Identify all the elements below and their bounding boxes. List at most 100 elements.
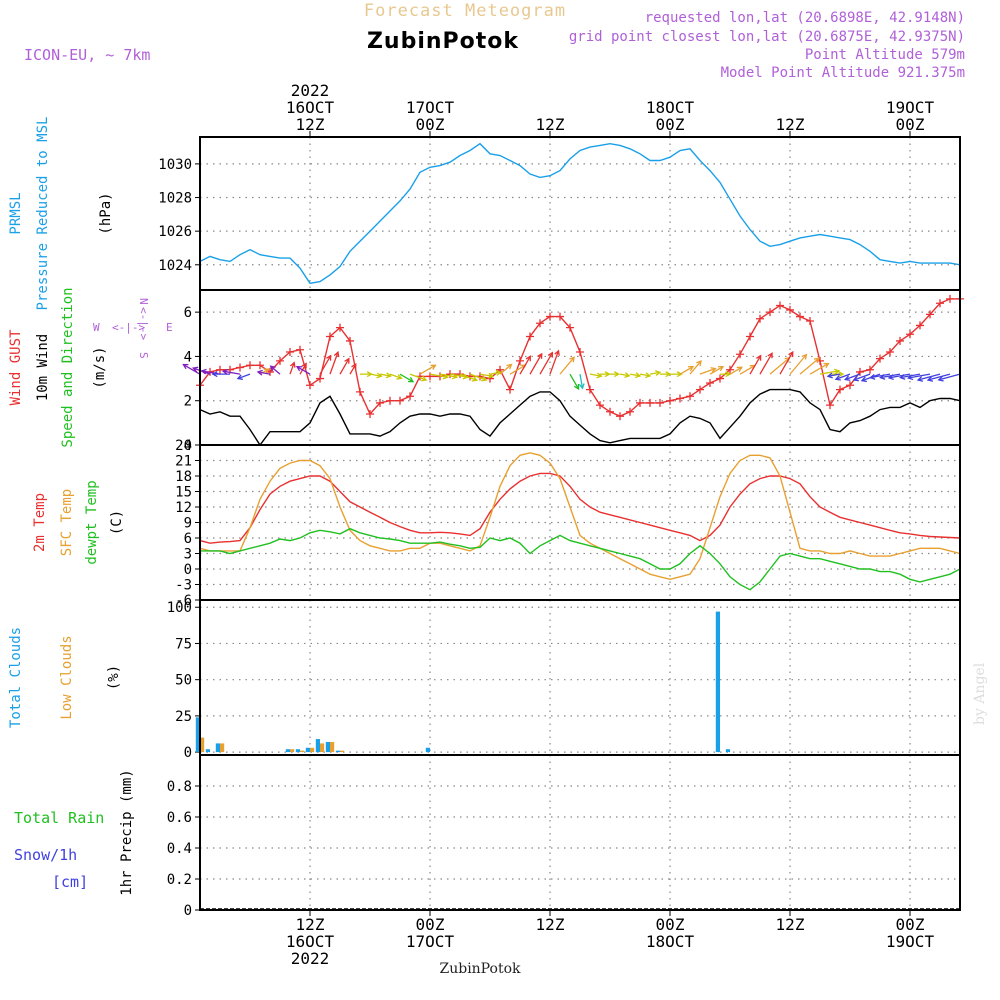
panel-label: dewpt Temp [84, 480, 100, 564]
wind-arrow-head [696, 360, 702, 367]
panel-label: [cm] [52, 873, 88, 891]
wind-arrow-head [182, 363, 189, 370]
gust-marker [306, 381, 314, 390]
wind-arrow [289, 362, 295, 375]
top-time-label: 00Z [656, 115, 685, 134]
series-line [199, 388, 961, 447]
y-tick-label: 18 [175, 469, 192, 485]
gust-marker [846, 381, 854, 390]
gust-marker [336, 323, 344, 332]
gust-marker [646, 398, 654, 407]
bottom-time-label: 19OCT [886, 932, 935, 951]
panel-label: (m/s) [92, 346, 108, 388]
gust-marker [216, 365, 224, 374]
wind-arrow-head [236, 374, 243, 380]
wind-arrow-head [834, 375, 841, 381]
wind-arrow-head [823, 362, 830, 369]
wind-arrow-head [767, 352, 773, 359]
wind-arrow [789, 354, 807, 375]
wind-arrow-head [624, 372, 631, 378]
wind-arrow [880, 373, 901, 379]
y-tick-label: 1026 [158, 224, 192, 240]
wind-arrow-head [221, 368, 229, 375]
gust-marker [526, 332, 534, 341]
wind-arrow [917, 373, 941, 381]
panel-label: Low Clouds [59, 635, 75, 719]
gust-marker [536, 319, 544, 328]
wind-arrow-head [710, 367, 717, 373]
gust-marker [556, 312, 564, 321]
wind-arrow [529, 353, 543, 375]
wind-arrow [579, 374, 584, 389]
y-tick-label: 6 [184, 305, 192, 321]
gust-marker [906, 330, 914, 339]
wind-arrow [257, 371, 271, 375]
wind-arrow-head [506, 363, 513, 370]
panel-label: (C) [109, 510, 125, 535]
gust-marker [826, 401, 834, 410]
wind-arrow [769, 357, 790, 375]
y-tick-label: 6 [184, 531, 192, 547]
top-time-label: 2022 [291, 81, 330, 100]
wind-arrow-head [525, 355, 531, 362]
compass-letter: S [137, 352, 150, 359]
top-time-label: 12Z [536, 115, 565, 134]
wind-arrow [549, 350, 560, 375]
wind-arrow-head [813, 357, 821, 364]
wind-arrow-head [578, 383, 585, 390]
panel-frame [199, 444, 961, 601]
gust-marker [346, 336, 354, 345]
wind-arrow-head [263, 368, 270, 374]
requested-coords: requested lon,lat (20.6898E, 42.9148N) [645, 10, 965, 26]
wind-arrow-head [736, 366, 743, 372]
wind-arrow [519, 355, 531, 375]
gust-marker [666, 396, 674, 405]
wind-arrow [749, 355, 762, 375]
wind-arrow [927, 373, 951, 381]
wind-arrow [759, 352, 773, 375]
wind-arrow-head [676, 371, 683, 378]
wind-arrow [619, 373, 630, 377]
wind-arrow [237, 373, 251, 380]
wind-arrow [819, 370, 840, 375]
wind-arrow-head [899, 373, 906, 380]
bottom-time-label: 12Z [296, 915, 325, 934]
y-tick-label: 100 [167, 600, 192, 616]
y-tick-label: 25 [175, 709, 192, 725]
bottom-time-label: 16OCT [286, 932, 335, 951]
bottom-time-label: 00Z [656, 915, 685, 934]
y-tick-label: -6 [175, 593, 192, 609]
y-tick-label: 0.2 [167, 872, 192, 888]
y-tick-label: 1028 [158, 191, 192, 207]
top-time-label: 18OCT [646, 98, 695, 117]
top-time-label: 12Z [776, 115, 805, 134]
bottom-time-label: 12Z [536, 915, 565, 934]
wind-arrow-head [333, 350, 340, 358]
footer-location: ZubinPotok [439, 961, 521, 977]
wind-arrow [349, 363, 357, 375]
y-tick-label: 9 [184, 516, 192, 532]
cloud-bar [205, 749, 210, 753]
panel-frame [199, 599, 961, 756]
wind-arrow-head [635, 372, 642, 379]
compass-rose: W <-|-> E N <-|-> S [93, 298, 173, 359]
y-tick-label: 50 [175, 673, 192, 689]
wind-arrow-head [573, 383, 580, 391]
bottom-time-label: 00Z [416, 915, 445, 934]
panel-label: Total Rain [14, 809, 104, 827]
gust-marker [566, 323, 574, 332]
gust-marker [876, 354, 884, 363]
wind-arrow-head [801, 353, 808, 360]
y-tick-label: 21 [175, 454, 192, 470]
panel-5: 0 0.2 0.4 0.6 0.8 1hr Precip (mm) Total Rain Sn… [14, 754, 961, 919]
y-tick-label: 15 [175, 485, 192, 501]
wind-arrow-head [471, 376, 479, 382]
panel-label: 10m Wind [35, 334, 51, 401]
wind-arrow [888, 373, 911, 379]
wind-arrow-head [547, 351, 554, 358]
gust-marker [866, 365, 874, 374]
